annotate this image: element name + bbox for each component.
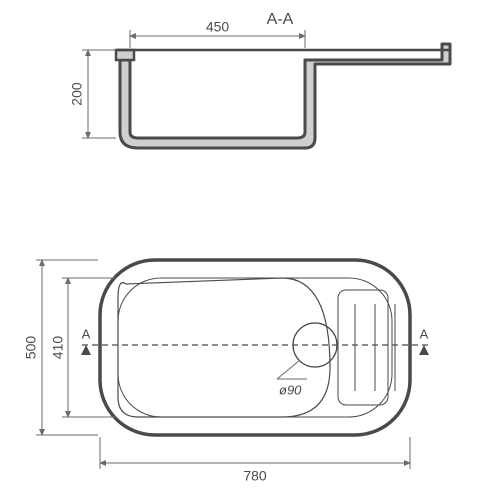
dim-top-width: 450 (206, 19, 230, 35)
dim-bowl-height: 410 (50, 336, 66, 360)
section-mark-right: A (420, 326, 429, 341)
section-view (82, 30, 450, 148)
section-title: A-A (267, 11, 294, 28)
dim-section-depth: 200 (69, 82, 85, 106)
dim-plan-height: 500 (23, 336, 39, 360)
dim-plan-width: 780 (243, 468, 267, 484)
technical-drawing: A-A 450 200 780 500 410 ø90 A A (0, 0, 500, 500)
section-mark-left: A (82, 326, 91, 341)
dim-drain-diameter: ø90 (279, 382, 302, 397)
plan-view (36, 260, 429, 469)
